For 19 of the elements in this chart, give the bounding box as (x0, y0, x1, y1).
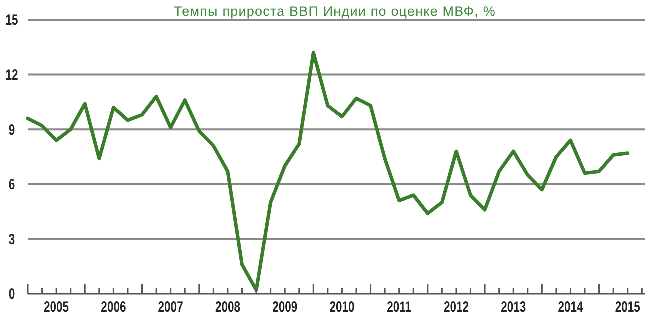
x-tick-label: 2012 (444, 298, 469, 316)
chart-title: Темпы прироста ВВП Индии по оценке МВФ, % (174, 4, 496, 19)
x-tick-label: 2015 (615, 298, 640, 316)
x-tick-label: 2013 (501, 298, 526, 316)
x-tick-label: 2007 (158, 298, 184, 316)
x-tick-label: 2011 (387, 298, 412, 316)
x-tick-label: 2009 (272, 298, 298, 316)
x-tick-label: 2006 (101, 298, 126, 316)
y-tick-label: 12 (6, 66, 18, 84)
y-tick-label: 9 (8, 121, 16, 138)
y-tick-label: 15 (6, 12, 18, 29)
x-tick-label: 2010 (330, 298, 355, 316)
y-tick-label: 0 (8, 286, 16, 303)
y-tick-label: 6 (8, 176, 16, 194)
x-tick-label: 2005 (44, 298, 70, 316)
y-tick-label: 3 (8, 230, 16, 248)
x-tick-label: 2008 (215, 298, 240, 316)
line-series (26, 51, 630, 292)
x-tick-label: 2014 (558, 298, 584, 316)
